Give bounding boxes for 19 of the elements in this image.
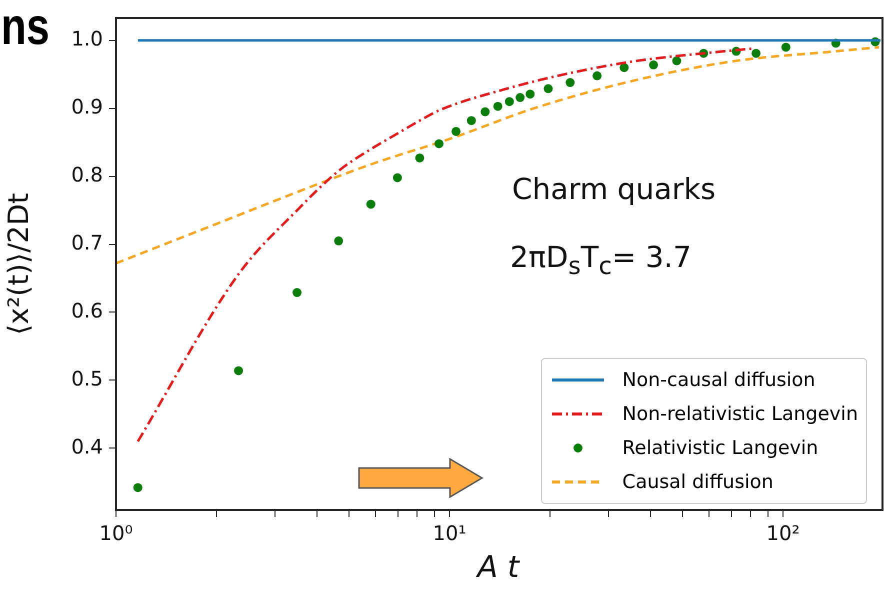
annotation: 2πD$_{s}$T$_{c}$= 3.7 [510,240,692,280]
y-tick-label: 0.7 [71,230,103,254]
y-tick-label: 0.4 [71,434,103,458]
legend-label: Causal diffusion [622,471,774,493]
y-tick-label: 0.5 [71,366,103,390]
y-tick-label: 1.0 [71,26,103,51]
y-tick-label: 0.9 [71,94,103,119]
legend-label: Non-relativistic Langevin [622,403,858,425]
x-tick-label: 10¹ [432,521,466,546]
y-axis-title: ⟨x²(t)⟩/2Dt [2,192,36,336]
annotation: Charm quarks [512,172,716,206]
chart-title: ns [1,0,50,56]
legend-label: Non-causal diffusion [622,369,816,391]
legend-label: Relativistic Langevin [622,437,818,459]
x-axis-title: A t [475,550,520,585]
x-tick-label: 10² [766,521,800,546]
y-tick-label: 0.8 [71,162,103,187]
y-tick-label: 0.6 [71,298,103,322]
x-tick-label: 10⁰ [99,521,133,546]
